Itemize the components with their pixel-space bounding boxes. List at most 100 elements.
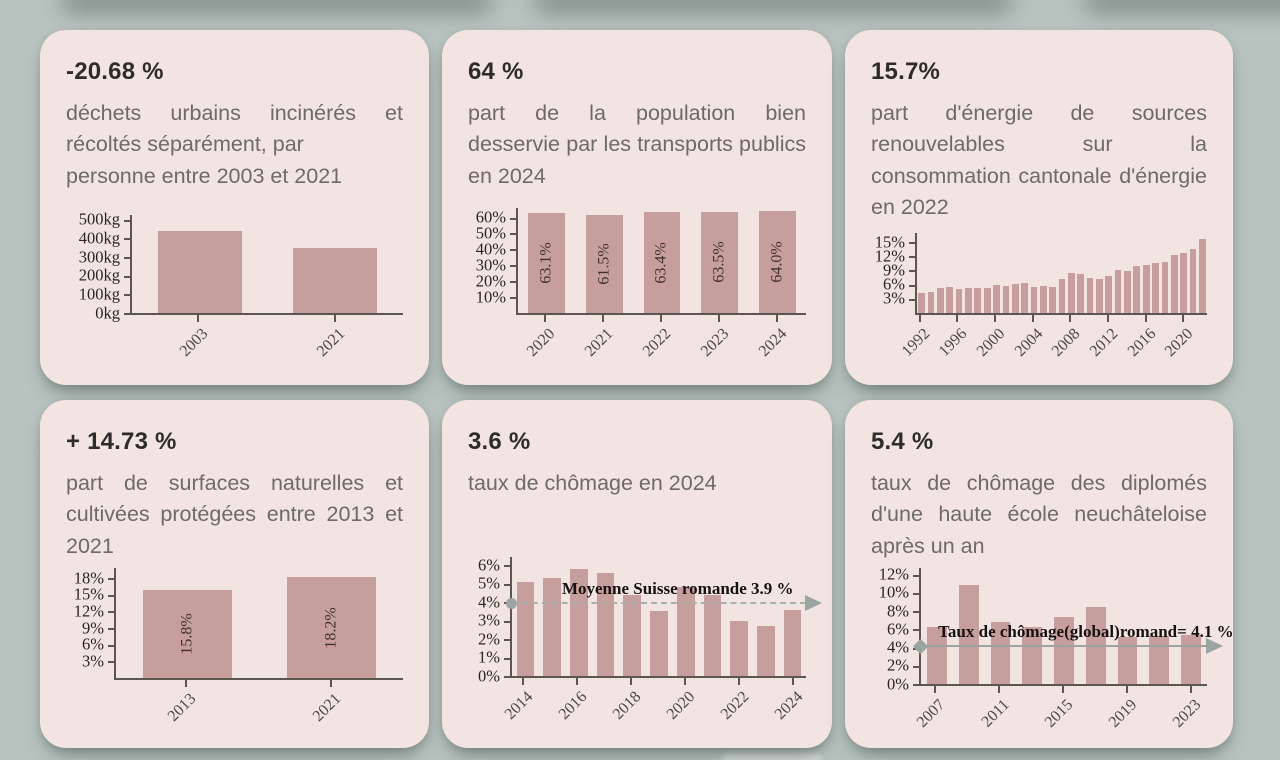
stat-card-energy: 15.7% part d'énergie de sources renouvel… — [845, 30, 1233, 385]
x-tick-label: 2022 — [717, 688, 753, 723]
y-tick-mark — [510, 233, 518, 236]
bar — [1086, 278, 1094, 313]
bar — [1105, 275, 1113, 313]
stat-headline: -20.68 % — [66, 58, 164, 85]
x-tick-label: 2024 — [771, 688, 806, 723]
bar — [993, 284, 1000, 313]
y-tick-label: 5% — [478, 573, 500, 593]
bar — [676, 587, 695, 676]
bar — [990, 622, 1011, 685]
y-tick-mark — [124, 294, 132, 297]
y-tick-label: 15% — [874, 231, 905, 251]
y-tick-mark — [913, 684, 921, 687]
y-tick-mark — [108, 594, 116, 597]
bar — [1077, 274, 1085, 313]
y-tick-mark — [913, 665, 921, 668]
stat-description: taux de chômage des diplomés d'une haute… — [871, 471, 1207, 558]
bar — [1180, 252, 1187, 313]
y-tick-label: 2% — [478, 628, 500, 648]
x-tick-mark — [630, 678, 633, 685]
y-tick-label: 6% — [887, 619, 909, 639]
y-tick-mark — [504, 565, 512, 568]
y-tick-mark — [504, 620, 512, 623]
y-tick-mark — [124, 257, 132, 260]
y-tick-label: 2% — [887, 655, 909, 675]
bar — [703, 594, 722, 676]
x-tick-label: 2020 — [523, 325, 559, 360]
y-tick-label: 10% — [878, 582, 909, 602]
bar — [1021, 283, 1028, 313]
x-tick-label: 2016 — [555, 688, 591, 723]
x-tick-label: 1996 — [936, 325, 971, 360]
reference-line — [512, 602, 806, 605]
x-tick-mark — [934, 686, 936, 694]
bar — [974, 287, 982, 313]
y-tick-mark — [108, 628, 116, 631]
x-tick-mark — [1144, 315, 1147, 322]
y-tick-mark — [510, 297, 518, 300]
y-tick-mark — [909, 256, 917, 259]
y-tick-label: 9% — [883, 260, 905, 280]
bar — [1058, 279, 1066, 313]
y-tick-mark — [913, 574, 921, 577]
y-tick-label: 0kg — [95, 302, 120, 322]
bar-value-label: 64.0% — [768, 241, 786, 283]
y-tick-label: 40% — [475, 239, 506, 259]
stat-card-graduates-unemployment: 5.4 % taux de chômage des diplomés d'une… — [845, 400, 1234, 748]
y-tick-label: 3% — [883, 288, 905, 308]
bar — [1002, 285, 1010, 313]
bar-chart-unemployment: 0% 1% 2% 3% 4% 5% 6% Moyenne Suisse romande 3.9… — [468, 557, 822, 724]
y-tick-mark — [909, 242, 917, 244]
bar-value-label: 63.1% — [537, 242, 555, 284]
bar — [1067, 273, 1075, 313]
y-tick-label: 9% — [82, 617, 104, 637]
y-tick-label: 8% — [887, 600, 909, 620]
y-tick-label: 18% — [73, 567, 104, 587]
x-tick-label: 2020 — [1162, 325, 1197, 360]
stat-description: déchets urbains incinérés et récoltés sé… — [66, 101, 403, 188]
bar — [1054, 616, 1074, 685]
bar — [569, 569, 588, 676]
x-tick-label: 2024 — [755, 325, 791, 360]
bar-chart-waste: 0kg 100kg 200kg 300kg 400kg 500kg 2003 2021 — [66, 211, 403, 361]
x-tick-mark — [1069, 315, 1072, 322]
bar: 18.2% — [286, 577, 376, 679]
stat-headline: + 14.73 % — [66, 428, 177, 455]
stat-card-waste: -20.68 % déchets urbains incinérés et ré… — [40, 30, 429, 385]
stat-description: taux de chômage en 2024 — [468, 471, 717, 495]
x-tick-label: 2022 — [639, 325, 675, 360]
stat-card-grid: -20.68 % déchets urbains incinérés et ré… — [40, 30, 1234, 748]
y-tick-mark — [504, 639, 512, 642]
bar — [1170, 254, 1178, 313]
bar — [516, 581, 535, 676]
y-tick-mark — [108, 611, 116, 614]
x-tick-label: 2012 — [1086, 325, 1122, 360]
x-tick-label: 2021 — [313, 325, 349, 360]
x-tick-mark — [737, 678, 740, 685]
x-tick-mark — [185, 680, 188, 688]
x-tick-mark — [956, 315, 959, 322]
x-tick-mark — [576, 678, 579, 685]
y-tick-label: 50% — [475, 223, 506, 243]
stat-headline: 15.7% — [871, 58, 941, 85]
bar — [927, 292, 935, 313]
y-tick-mark — [913, 611, 921, 614]
stat-description: part d'énergie de sources renouvelables … — [871, 101, 1207, 220]
x-tick-mark — [1182, 315, 1185, 322]
y-tick-mark — [504, 657, 512, 660]
stat-description: part de surfaces naturelles et cultivées… — [66, 471, 403, 558]
bar — [293, 247, 378, 313]
x-axis-labels: 2014 2016 2018 2020 2022 2024 — [502, 678, 806, 724]
bar-chart-protected-areas: 3% 6% 9% 12% 15% 18% 15.8% 18.2% 2013 2021 — [66, 568, 403, 726]
bar — [1161, 262, 1169, 313]
x-tick-label: 2000 — [973, 325, 1009, 360]
reference-line — [921, 644, 1207, 647]
bar — [918, 292, 926, 313]
plot-area: 0% 2% 4% 6% 8% 10% 12% Taux de chômage(global)r… — [879, 566, 1234, 692]
bar — [1011, 283, 1019, 313]
y-tick-mark — [909, 270, 917, 273]
y-tick-mark — [510, 217, 518, 220]
y-tick-label: 4% — [887, 637, 909, 657]
y-tick-label: 20% — [475, 270, 506, 290]
